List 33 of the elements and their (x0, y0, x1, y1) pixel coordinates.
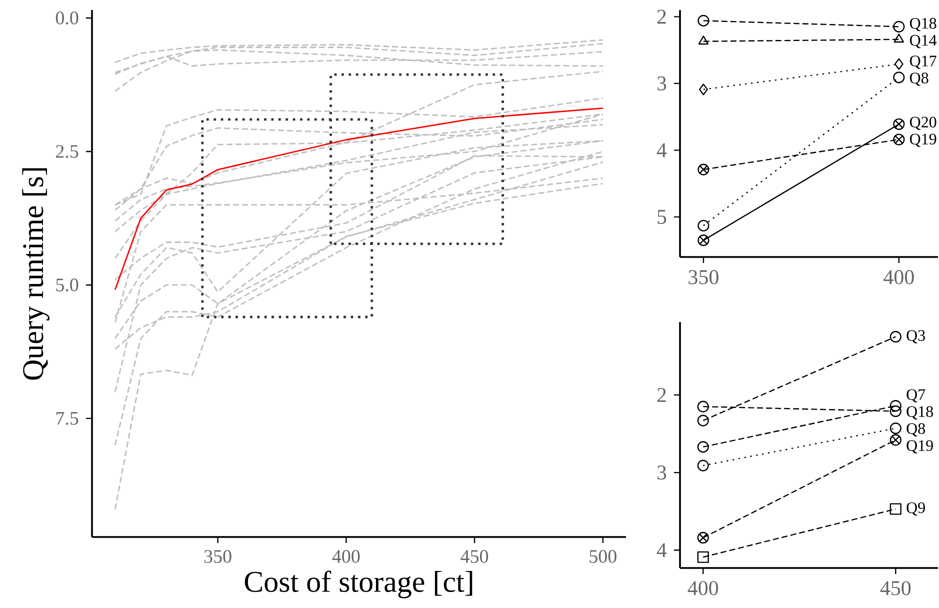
y-tick-label: 3 (657, 465, 666, 480)
y-tick-label: 3 (657, 76, 666, 90)
y-tick-label: 5 (658, 210, 666, 224)
y-tick-label: 4 (656, 143, 667, 158)
x-axis-title: Cost of storage [ct] (244, 570, 472, 598)
y-tick-label: 7.5 (56, 412, 78, 425)
series-label: Q17 (910, 56, 936, 69)
series-label: Q9 (906, 502, 925, 516)
series-label: Q14 (910, 34, 937, 48)
y-tick-label: 2.5 (56, 145, 78, 158)
x-tick-label: 450 (880, 581, 911, 596)
series-label: Q7 (906, 389, 926, 402)
y-tick-label: 2 (657, 388, 666, 402)
y-tick-label: 2 (657, 10, 666, 24)
series-label: Q19 (906, 440, 933, 454)
y-tick-label: 5.0 (56, 278, 78, 292)
x-tick-label: 500 (590, 550, 616, 563)
x-tick-label: 400 (332, 550, 360, 563)
y-tick-label: 0.0 (56, 12, 78, 24)
y-axis-title: Query runtime [s] (22, 168, 50, 380)
series-label: Q19 (910, 134, 936, 147)
series-label: Q8 (906, 423, 925, 436)
series-label: Q20 (910, 116, 936, 130)
x-tick-label: 350 (688, 270, 718, 284)
series-label: Q18 (910, 18, 936, 32)
x-tick-label: 400 (884, 270, 914, 284)
series-label: Q18 (906, 406, 933, 420)
x-tick-label: 450 (460, 550, 488, 563)
series-label: Q8 (910, 72, 928, 86)
x-tick-label: 400 (688, 581, 718, 596)
x-tick-label: 350 (204, 550, 232, 563)
y-tick-label: 4 (656, 543, 667, 558)
series-label: Q3 (906, 330, 925, 344)
